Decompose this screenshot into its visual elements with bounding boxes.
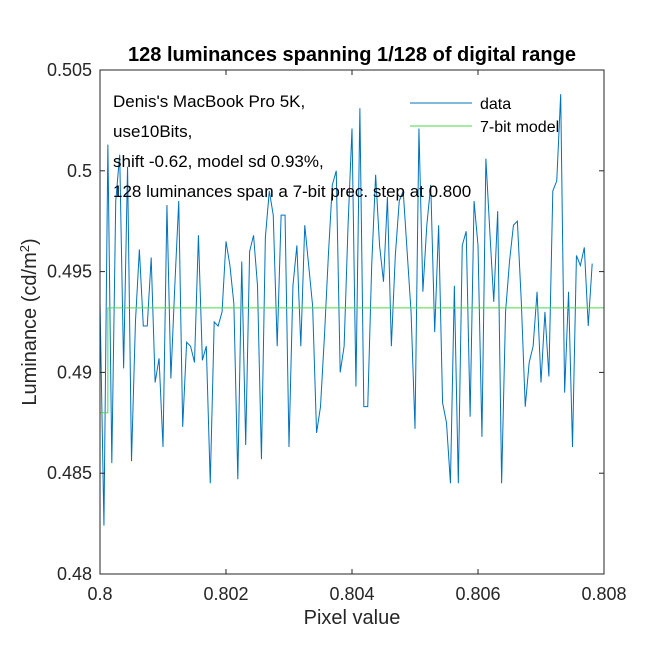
y-tick-label: 0.49 bbox=[57, 362, 92, 382]
y-tick-label: 0.5 bbox=[67, 161, 92, 181]
annotation-line: 128 luminances span a 7-bit prec. step a… bbox=[113, 182, 471, 201]
annotation-line: shift -0.62, model sd 0.93%, bbox=[113, 152, 324, 171]
chart-title: 128 luminances spanning 1/128 of digital… bbox=[128, 44, 576, 66]
x-tick-label: 0.808 bbox=[581, 584, 626, 604]
x-tick-label: 0.802 bbox=[203, 584, 248, 604]
series-model-line bbox=[100, 307, 604, 414]
series-data-line bbox=[99, 94, 593, 526]
legend-entry-data-label: data bbox=[480, 96, 511, 113]
y-tick-label: 0.495 bbox=[47, 262, 92, 282]
y-tick-label: 0.48 bbox=[57, 564, 92, 584]
legend-entry-model-label: 7-bit model bbox=[480, 119, 559, 136]
annotation-block: Denis's MacBook Pro 5K, use10Bits, shift -… bbox=[113, 92, 471, 201]
y-tick-label: 0.505 bbox=[47, 60, 92, 80]
annotation-line: Denis's MacBook Pro 5K, bbox=[113, 92, 305, 111]
x-tick-label: 0.804 bbox=[329, 584, 374, 604]
ticks-layer: 0.8 0.802 0.804 0.806 0.808 0.48 0.485 0.49 0.49… bbox=[47, 60, 627, 604]
legend: data 7-bit model bbox=[410, 96, 559, 136]
x-tick-label: 0.8 bbox=[87, 584, 112, 604]
x-axis-label: Pixel value bbox=[304, 607, 401, 629]
x-tick-label: 0.806 bbox=[455, 584, 500, 604]
annotation-line: use10Bits, bbox=[113, 122, 192, 141]
series-layer bbox=[99, 94, 604, 526]
plot-area bbox=[99, 69, 605, 575]
y-tick-label: 0.485 bbox=[47, 463, 92, 483]
y-axis-label: Luminance (cd/m2) bbox=[17, 238, 42, 405]
